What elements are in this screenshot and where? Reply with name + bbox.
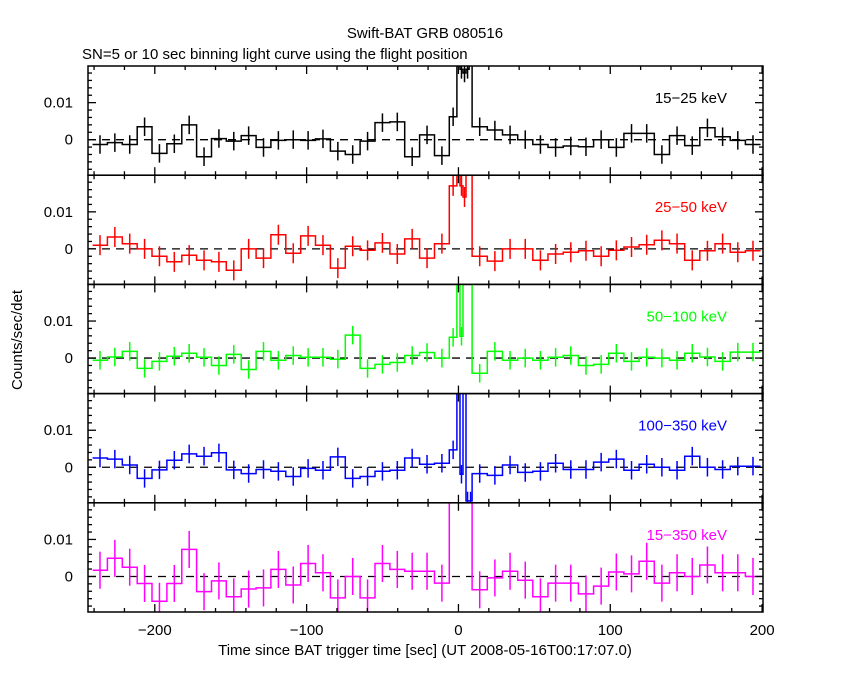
band-label: 100−350 keV bbox=[638, 418, 727, 435]
panel-4: 0 0.01 15−350 keV bbox=[44, 502, 764, 613]
panel-data bbox=[88, 393, 763, 503]
band-label: 15−25 keV bbox=[655, 90, 727, 107]
x-axis-label: Time since BAT trigger time [sec] (UT 20… bbox=[218, 642, 632, 659]
y-tick-label: 0 bbox=[65, 568, 73, 585]
x-tick-label: 0 bbox=[454, 622, 462, 639]
panel-data bbox=[88, 66, 763, 166]
y-axis-label: Counts/sec/det bbox=[9, 289, 26, 390]
panel-3: 0 0.01 100−350 keV bbox=[44, 392, 764, 504]
chart-subtitle: SN=5 or 10 sec binning light curve using… bbox=[82, 46, 468, 63]
band-label: 15−350 keV bbox=[647, 527, 728, 544]
y-tick-label: 0.01 bbox=[44, 422, 73, 439]
light-curve-step bbox=[92, 175, 761, 272]
y-tick-label: 0.01 bbox=[44, 313, 73, 330]
y-tick-label: 0.01 bbox=[44, 95, 73, 112]
panel-data bbox=[88, 175, 763, 281]
band-label: 25−50 keV bbox=[655, 199, 727, 216]
y-tick-label: 0.01 bbox=[44, 204, 73, 221]
x-tick-label: 200 bbox=[750, 622, 775, 639]
y-tick-label: 0 bbox=[65, 350, 73, 367]
light-curve-step bbox=[92, 393, 761, 502]
panel-data bbox=[88, 284, 763, 383]
x-tick-label: −200 bbox=[138, 622, 172, 639]
panel-frame bbox=[87, 502, 764, 613]
panel-2: 0 0.01 50−100 keV bbox=[44, 283, 764, 395]
band-label: 50−100 keV bbox=[647, 308, 728, 325]
y-tick-label: 0 bbox=[65, 132, 73, 149]
y-tick-label: 0.01 bbox=[44, 531, 73, 548]
x-tick-label: 100 bbox=[598, 622, 623, 639]
y-tick-label: 0 bbox=[65, 241, 73, 258]
light-curve-step bbox=[92, 502, 761, 603]
light-curve-step bbox=[92, 66, 761, 158]
chart-title: Swift-BAT GRB 080516 bbox=[347, 25, 503, 42]
panel-0: 0 0.01 15−25 keV bbox=[44, 65, 764, 176]
y-tick-label: 0 bbox=[65, 459, 73, 476]
panel-data bbox=[88, 502, 763, 612]
panel-frame bbox=[87, 174, 764, 286]
x-tick-label: −100 bbox=[290, 622, 324, 639]
panel-frame bbox=[87, 283, 764, 395]
